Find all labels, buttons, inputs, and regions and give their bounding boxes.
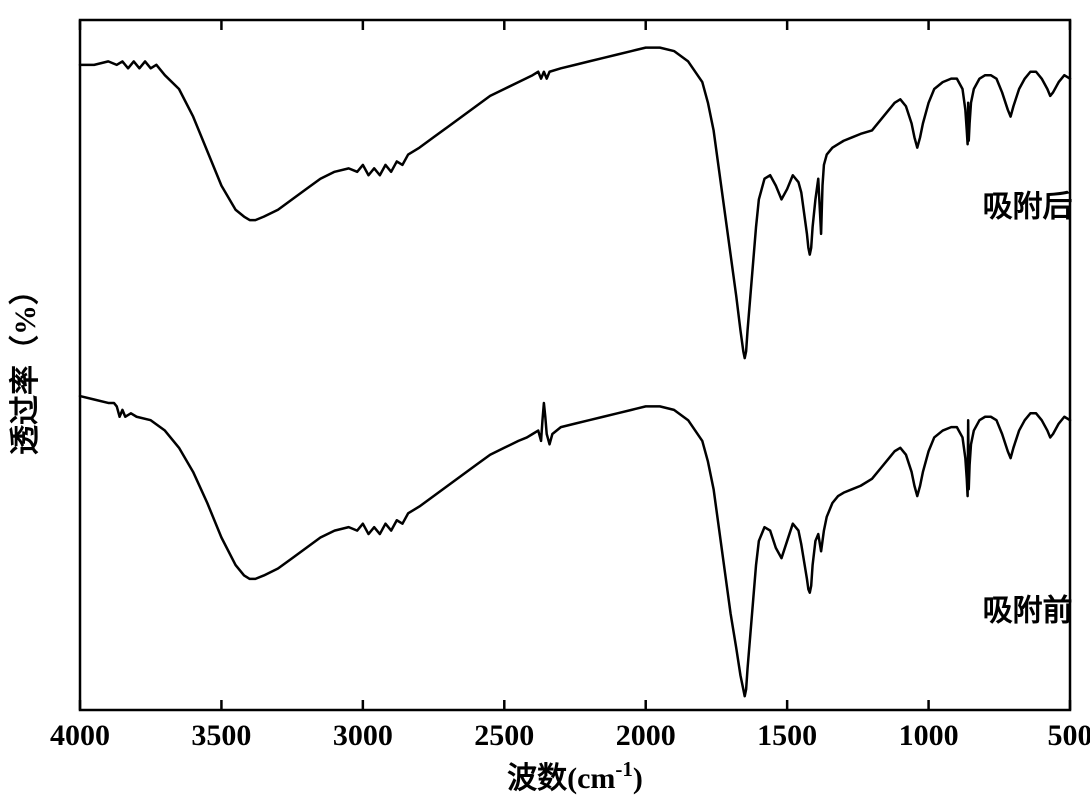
x-tick-label: 2000 [616, 719, 676, 752]
x-tick-label: 1500 [757, 719, 817, 752]
x-tick-label: 3500 [191, 719, 251, 752]
x-tick-label: 3000 [333, 719, 393, 752]
x-tick-label: 4000 [50, 719, 110, 752]
ftir-spectrum-chart: 4000350030002500200015001000500波数(cm-1)透… [0, 0, 1090, 801]
annotation-label: 吸附前 [983, 594, 1073, 627]
chart-svg: 4000350030002500200015001000500波数(cm-1)透… [0, 0, 1090, 801]
x-tick-label: 500 [1048, 719, 1090, 752]
annotation-label: 吸附后 [983, 191, 1073, 224]
x-tick-label: 2500 [474, 719, 534, 752]
y-axis-label: 透过率（%） [8, 275, 42, 455]
x-tick-label: 1000 [899, 719, 959, 752]
